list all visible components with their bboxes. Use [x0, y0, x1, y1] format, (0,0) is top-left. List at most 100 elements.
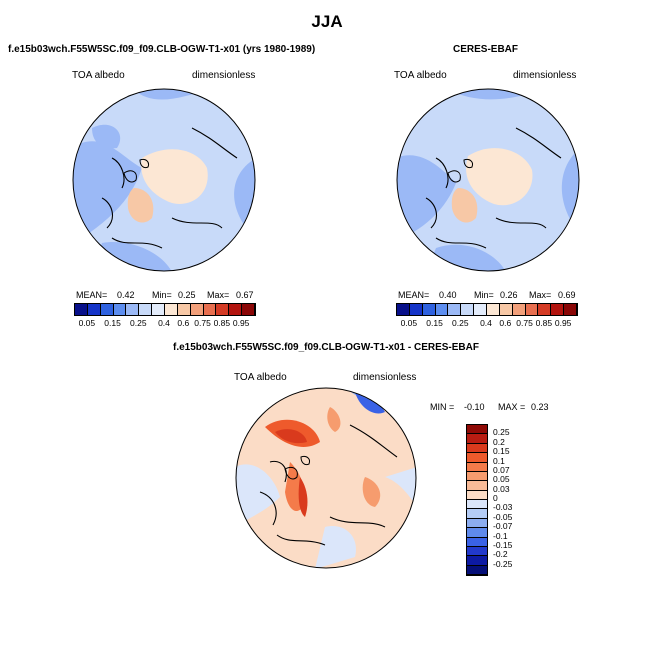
diff-colorbar-swatch — [467, 528, 487, 538]
diff-colorbar-swatch — [467, 518, 487, 529]
left-colorbar-swatch — [216, 304, 230, 315]
diff-colorbar-tick-label: 0.25 — [493, 427, 510, 438]
left-colorbar-swatch — [177, 304, 191, 315]
left-colorbar-tick-label: 0.6 — [177, 318, 190, 328]
right-colorbar-swatch — [435, 304, 449, 315]
left-colorbar-swatch — [87, 304, 101, 315]
right-max-label: Max= — [529, 290, 552, 300]
diff-units-label: dimensionless — [353, 372, 417, 383]
right-max-value: 0.69 — [558, 290, 576, 300]
right-colorbar-swatch — [487, 304, 500, 315]
left-colorbar-swatch — [165, 304, 178, 315]
right-units-label: dimensionless — [513, 70, 577, 81]
diff-colorbar-tick-label: 0.07 — [493, 464, 510, 475]
diff-colorbar-swatch — [467, 500, 487, 510]
diff-colorbar-swatch — [467, 453, 487, 463]
right-colorbar-tick-label: 0.85 — [535, 318, 553, 328]
diff-colorbar-swatch — [467, 481, 487, 491]
left-units-label: dimensionless — [192, 70, 256, 81]
right-colorbar-swatch — [551, 304, 565, 315]
left-mean-label: MEAN= — [76, 290, 108, 300]
figure-title: JJA — [311, 12, 343, 31]
left-mean-value: 0.42 — [117, 290, 135, 300]
diff-colorbar-swatch — [467, 565, 487, 575]
right-colorbar-swatch — [461, 304, 475, 315]
diff-min-label: MIN = — [430, 402, 455, 412]
right-colorbar-swatch — [448, 304, 462, 315]
diff-colorbar-tick-label: -0.15 — [493, 539, 513, 550]
left-colorbar-tick-label: 0.75 — [194, 318, 211, 328]
right-colorbar-swatch — [499, 304, 513, 315]
left-colorbar-tick-label: 0.95 — [232, 318, 250, 328]
right-mean-value: 0.40 — [439, 290, 457, 300]
diff-variable-label: TOA albedo — [234, 372, 287, 383]
left-colorbar-tick-label: 0.4 — [158, 318, 170, 328]
right-colorbar-tick-label: 0.25 — [452, 318, 469, 328]
left-colorbar — [74, 303, 256, 316]
right-colorbar-tick-label: 0.75 — [516, 318, 533, 328]
left-max-value: 0.67 — [236, 290, 254, 300]
diff-max-label: MAX = — [498, 402, 526, 412]
right-colorbar-tick-label: 0.05 — [400, 318, 418, 328]
right-variable-label: TOA albedo — [394, 70, 447, 81]
diff-colorbar-swatch — [467, 443, 487, 454]
left-colorbar-swatch — [113, 304, 127, 315]
right-colorbar-tick-label: 0.95 — [554, 318, 572, 328]
left-colorbar-swatch — [126, 304, 140, 315]
right-mean-label: MEAN= — [398, 290, 430, 300]
diff-colorbar-swatch — [467, 556, 487, 566]
diff-colorbar-swatch — [467, 537, 487, 547]
diff-colorbar-swatch — [467, 462, 487, 472]
diff-colorbar-swatch — [467, 471, 487, 482]
diff-min-value: -0.10 — [464, 402, 485, 412]
left-colorbar-swatch — [242, 304, 255, 315]
left-colorbar-ticks: 0.05 0.15 0.25 0.4 0.6 0.75 0.85 0.95 — [74, 318, 256, 328]
left-max-label: Max= — [207, 290, 230, 300]
left-colorbar-tick-label: 0.85 — [213, 318, 231, 328]
right-colorbar-ticks: 0.05 0.15 0.25 0.4 0.6 0.75 0.85 0.95 — [396, 318, 578, 328]
diff-colorbar-swatch — [467, 434, 487, 444]
right-panel-title: CERES-EBAF — [453, 44, 519, 55]
right-colorbar-tick-label: 0.4 — [480, 318, 492, 328]
diff-colorbar-tick-label: 0.05 — [493, 474, 510, 485]
left-colorbar-swatch — [139, 304, 153, 315]
right-colorbar-swatch — [512, 304, 526, 315]
left-polar-map — [72, 88, 256, 272]
left-panel-title: f.e15b03wch.F55W5SC.f09_f09.CLB-OGW-T1-x… — [8, 44, 316, 55]
diff-colorbar-swatch — [467, 509, 487, 519]
left-colorbar-swatch — [75, 304, 88, 315]
diff-colorbar-tick-label: -0.07 — [493, 521, 513, 532]
left-colorbar-tick-label: 0.05 — [78, 318, 96, 328]
diff-colorbar-swatch — [467, 546, 487, 557]
right-min-label: Min= — [474, 290, 494, 300]
diff-colorbar-tick-label: 0.2 — [493, 436, 505, 447]
diff-colorbar-tick-label: 0.1 — [493, 455, 505, 466]
diff-max-value: 0.23 — [531, 402, 549, 412]
right-colorbar-swatch — [422, 304, 436, 315]
right-polar-map — [396, 88, 580, 272]
diff-panel-title: f.e15b03wch.F55W5SC.f09_f09.CLB-OGW-T1-x… — [173, 342, 479, 353]
left-min-label: Min= — [152, 290, 172, 300]
diff-colorbar-swatch — [467, 425, 487, 435]
diff-colorbar-tick-label: 0.03 — [493, 483, 510, 494]
diff-colorbar-tick-label: -0.03 — [493, 502, 513, 513]
right-colorbar-swatch — [564, 304, 577, 315]
left-colorbar-tick-label: 0.15 — [104, 318, 121, 328]
right-min-value: 0.26 — [500, 290, 518, 300]
diff-colorbar — [466, 424, 488, 576]
diff-colorbar-tick-label: -0.05 — [493, 511, 513, 522]
right-colorbar-swatch — [525, 304, 539, 315]
right-colorbar-tick-label: 0.15 — [426, 318, 443, 328]
left-colorbar-swatch — [100, 304, 114, 315]
left-colorbar-swatch — [190, 304, 204, 315]
left-colorbar-tick-label: 0.25 — [130, 318, 147, 328]
right-colorbar-swatch — [538, 304, 552, 315]
diff-colorbar-tick-label: -0.1 — [493, 530, 508, 541]
left-colorbar-swatch — [229, 304, 243, 315]
diff-colorbar-swatch — [467, 490, 487, 500]
diff-colorbar-ticks: 0.25 0.2 0.15 0.1 0.07 0.05 0.03 0 -0.03 -0.05 -0.… — [493, 424, 543, 576]
diff-colorbar-tick-label: -0.2 — [493, 549, 508, 560]
right-colorbar-tick-label: 0.6 — [499, 318, 512, 328]
right-colorbar — [396, 303, 578, 316]
right-colorbar-swatch — [474, 304, 487, 315]
